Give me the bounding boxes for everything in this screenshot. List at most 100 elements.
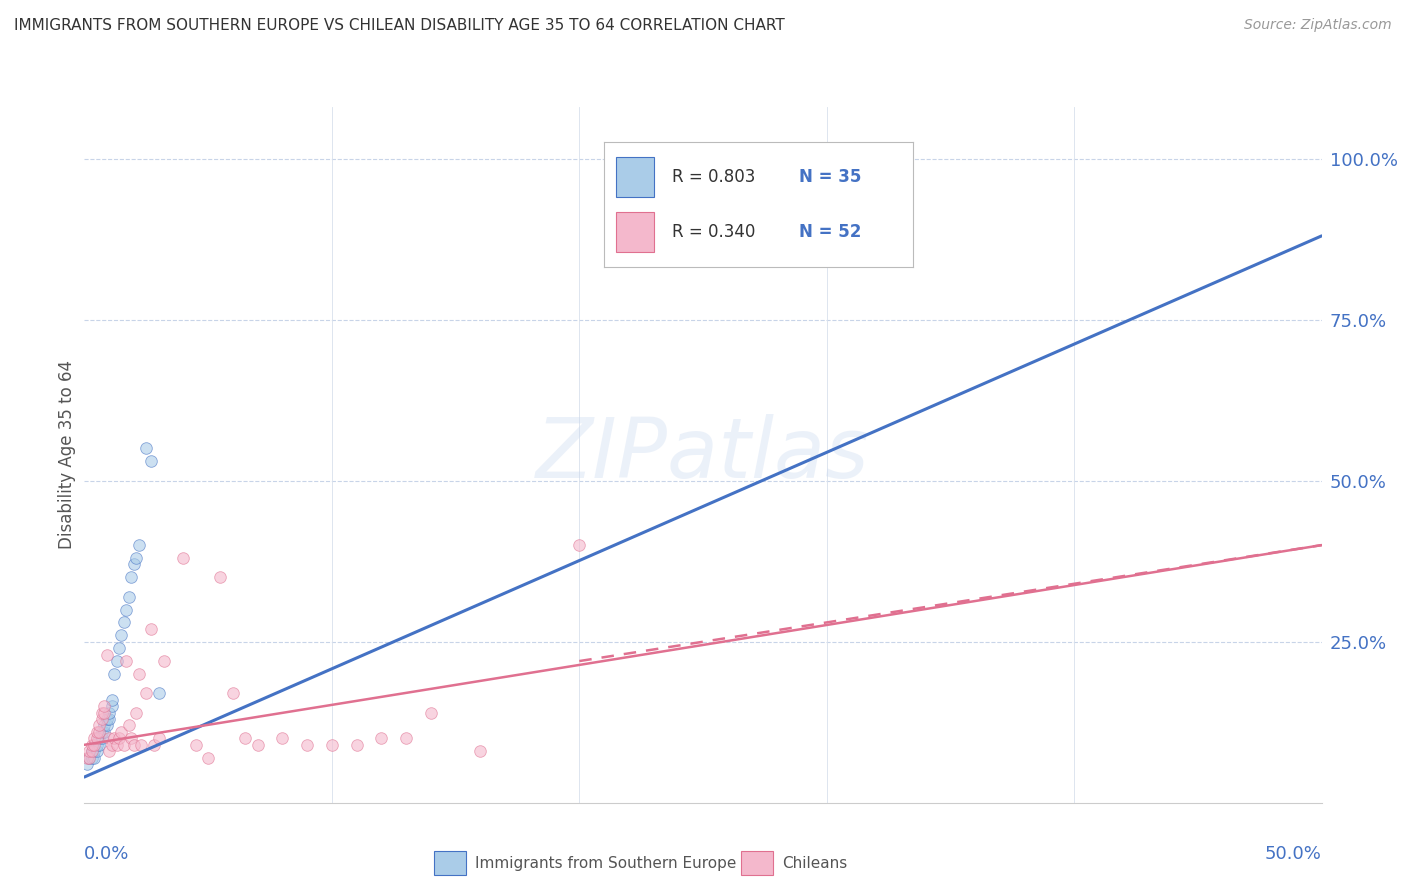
- Text: Source: ZipAtlas.com: Source: ZipAtlas.com: [1244, 18, 1392, 32]
- Point: [148, 686, 170, 700]
- Point: [89, 738, 111, 752]
- Point: [93, 699, 115, 714]
- Point: [89, 718, 111, 732]
- Point: [112, 615, 135, 630]
- Point: [184, 738, 207, 752]
- Point: [103, 731, 125, 746]
- Point: [142, 738, 165, 752]
- Point: [93, 718, 115, 732]
- Point: [83, 738, 105, 752]
- Point: [100, 738, 122, 752]
- Point: [90, 712, 112, 726]
- Bar: [616, 157, 654, 197]
- Point: [568, 538, 591, 552]
- Point: [295, 738, 318, 752]
- Point: [79, 750, 101, 764]
- Point: [122, 738, 145, 752]
- Point: [79, 750, 101, 764]
- Point: [83, 744, 105, 758]
- Point: [222, 686, 245, 700]
- Point: [141, 454, 163, 468]
- Point: [98, 712, 121, 726]
- Point: [86, 744, 108, 758]
- Point: [152, 654, 174, 668]
- Point: [470, 744, 492, 758]
- Point: [83, 731, 105, 746]
- Point: [90, 731, 112, 746]
- Point: [135, 686, 157, 700]
- Point: [233, 731, 256, 746]
- Y-axis label: Disability Age 35 to 64: Disability Age 35 to 64: [58, 360, 76, 549]
- Point: [419, 706, 441, 720]
- Point: [98, 744, 121, 758]
- Point: [108, 641, 131, 656]
- Point: [89, 725, 111, 739]
- Point: [103, 667, 125, 681]
- Point: [86, 725, 108, 739]
- Point: [246, 738, 269, 752]
- Text: 50.0%: 50.0%: [1265, 845, 1322, 863]
- Point: [395, 731, 418, 746]
- Point: [98, 706, 121, 720]
- Text: 0.0%: 0.0%: [84, 845, 129, 863]
- Text: Chileans: Chileans: [782, 855, 848, 871]
- Point: [112, 738, 135, 752]
- Bar: [433, 851, 467, 875]
- Point: [197, 750, 219, 764]
- Point: [128, 667, 150, 681]
- Point: [129, 738, 152, 752]
- Point: [79, 744, 101, 758]
- Point: [93, 725, 115, 739]
- Point: [90, 706, 112, 720]
- Point: [86, 731, 108, 746]
- Point: [89, 731, 111, 746]
- Point: [346, 738, 368, 752]
- Text: R = 0.340: R = 0.340: [672, 223, 755, 241]
- Point: [128, 538, 150, 552]
- Point: [115, 654, 138, 668]
- Point: [118, 718, 141, 732]
- Point: [271, 731, 294, 746]
- Point: [120, 731, 142, 746]
- Point: [125, 706, 148, 720]
- Bar: [741, 851, 773, 875]
- Point: [100, 692, 122, 706]
- Point: [80, 738, 103, 752]
- Point: [135, 442, 157, 456]
- Point: [120, 570, 142, 584]
- Text: N = 35: N = 35: [799, 168, 862, 186]
- Point: [118, 590, 141, 604]
- Point: [93, 706, 115, 720]
- Point: [108, 731, 131, 746]
- Point: [122, 558, 145, 572]
- Bar: [616, 212, 654, 252]
- Point: [172, 551, 194, 566]
- Point: [98, 731, 121, 746]
- Text: N = 52: N = 52: [799, 223, 862, 241]
- Point: [86, 738, 108, 752]
- Point: [76, 757, 98, 772]
- Point: [96, 648, 118, 662]
- Point: [105, 738, 128, 752]
- Point: [100, 699, 122, 714]
- Point: [370, 731, 392, 746]
- Point: [96, 712, 118, 726]
- Point: [141, 622, 163, 636]
- Point: [209, 570, 232, 584]
- Point: [125, 551, 148, 566]
- Point: [80, 744, 103, 758]
- Point: [321, 738, 343, 752]
- Text: R = 0.803: R = 0.803: [672, 168, 755, 186]
- Point: [110, 725, 132, 739]
- Point: [76, 750, 98, 764]
- Point: [80, 750, 103, 764]
- Point: [105, 654, 128, 668]
- Point: [110, 628, 132, 642]
- Point: [83, 750, 105, 764]
- Text: ZIPatlas: ZIPatlas: [536, 415, 870, 495]
- Point: [80, 744, 103, 758]
- Point: [96, 718, 118, 732]
- Point: [148, 731, 170, 746]
- Point: [115, 602, 138, 616]
- Text: IMMIGRANTS FROM SOUTHERN EUROPE VS CHILEAN DISABILITY AGE 35 TO 64 CORRELATION C: IMMIGRANTS FROM SOUTHERN EUROPE VS CHILE…: [14, 18, 785, 33]
